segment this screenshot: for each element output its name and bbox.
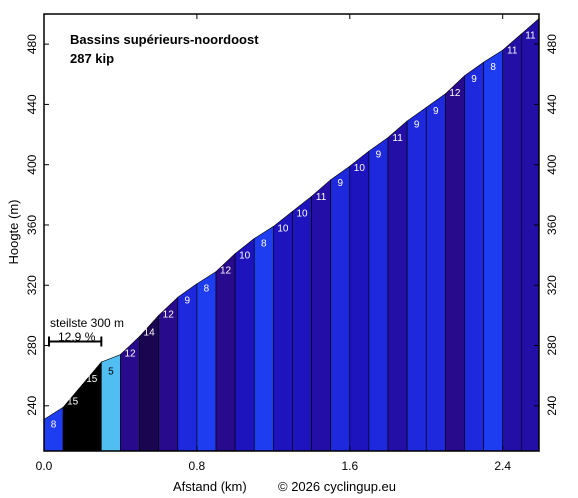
- y-tick-label-right: 240: [545, 395, 559, 415]
- profile-segment: [483, 49, 503, 452]
- y-tick-label-left: 280: [25, 335, 39, 355]
- segment-gradient-label: 12: [163, 309, 175, 320]
- segment-gradient-label: 9: [337, 178, 343, 189]
- profile-segment: [425, 93, 446, 452]
- x-axis-label: Afstand (km): [173, 479, 247, 494]
- x-tick-label: 0.0: [36, 459, 53, 473]
- profile-segment: [349, 150, 370, 452]
- chart-title: Bassins supérieurs-noordoost: [70, 32, 259, 47]
- segment-gradient-label: 9: [433, 106, 439, 117]
- steepest-label: steilste 300 m: [50, 316, 124, 330]
- y-tick-label-left: 240: [25, 395, 39, 415]
- y-tick-label-left: 480: [25, 34, 39, 54]
- profile-segment: [406, 106, 427, 452]
- segment-gradient-label: 11: [392, 133, 403, 144]
- segment-gradient-label: 11: [316, 192, 327, 203]
- segment-gradient-label: 9: [376, 150, 382, 161]
- segment-gradient-label: 10: [239, 251, 251, 262]
- y-axis-ticks-left: 240 280 320 360 400 440 480: [25, 34, 49, 416]
- profile-segment: [177, 283, 198, 452]
- profile-segment: [158, 296, 179, 452]
- y-tick-label-right: 400: [545, 154, 559, 174]
- y-axis-ticks-right: 240 280 320 360 400 440 480: [534, 34, 559, 416]
- segment-gradient-label: 10: [354, 163, 366, 174]
- segment-gradient-label: 15: [67, 397, 79, 408]
- steepest-annotation: steilste 300 m 12.9 %: [48, 316, 124, 347]
- segment-gradient-label: 11: [507, 46, 518, 57]
- y-tick-label-right: 440: [545, 94, 559, 114]
- y-tick-label-right: 480: [545, 34, 559, 54]
- profile-segment: [196, 271, 217, 452]
- profile-segment: [234, 237, 255, 452]
- segment-gradient-label: 8: [261, 238, 267, 249]
- segment-gradient-label: 10: [296, 208, 308, 219]
- segment-gradient-label: 12: [124, 348, 136, 359]
- profile-segment: [502, 32, 523, 452]
- gradient-labels: 8 15 15 5 12 14 12 9 8 12 10 8 10 10 11 9 10 9 11 9 9 12 9 8 11 1…: [51, 31, 536, 431]
- segment-gradient-label: 12: [220, 266, 232, 277]
- x-tick-label: 0.8: [189, 459, 206, 473]
- x-tick-label: 2.4: [494, 459, 511, 473]
- segment-gradient-label: 12: [449, 88, 461, 99]
- profile-segment: [330, 165, 351, 452]
- x-tick-label: 1.6: [341, 459, 358, 473]
- y-tick-label-right: 360: [545, 215, 559, 235]
- y-axis-label: Hoogte (m): [6, 199, 21, 264]
- y-tick-label-right: 320: [545, 275, 559, 295]
- profile-segment: [253, 225, 274, 452]
- plot-frame: [43, 13, 540, 452]
- segment-gradient-label: 10: [277, 223, 289, 234]
- profile-segment: [464, 61, 484, 452]
- profile-segment: [311, 179, 331, 452]
- y-tick-label-left: 400: [25, 154, 39, 174]
- y-tick-label-left: 440: [25, 94, 39, 114]
- segment-gradient-label: 9: [414, 119, 420, 130]
- profile-segment: [445, 75, 465, 452]
- steepest-value: 12.9 %: [58, 330, 96, 344]
- segment-gradient-label: 9: [471, 74, 477, 85]
- segment-gradient-label: 9: [185, 296, 191, 307]
- profile-segment: [215, 252, 236, 452]
- credit-text: © 2026 cyclingup.eu: [278, 479, 396, 494]
- y-tick-label-right: 280: [545, 335, 559, 355]
- segment-gradient-label: 8: [490, 62, 496, 73]
- segment-gradient-label: 11: [525, 31, 536, 42]
- profile-segment: [521, 17, 540, 452]
- y-tick-label-left: 360: [25, 215, 39, 235]
- segment-gradient-label: 8: [51, 419, 57, 430]
- profile-segments: [43, 17, 540, 452]
- segment-gradient-label: 5: [108, 367, 114, 378]
- chart-subtitle: 287 kip: [70, 51, 114, 66]
- segment-gradient-label: 8: [204, 284, 210, 295]
- segment-gradient-label: 15: [86, 374, 98, 385]
- y-tick-label-left: 320: [25, 275, 39, 295]
- profile-segment: [292, 195, 312, 452]
- profile-segment: [387, 120, 408, 452]
- profile-segment: [273, 210, 293, 452]
- x-axis-ticks: 0.0 0.8 1.6 2.4: [36, 14, 511, 473]
- segment-gradient-label: 14: [144, 327, 156, 338]
- profile-segment: [368, 136, 389, 452]
